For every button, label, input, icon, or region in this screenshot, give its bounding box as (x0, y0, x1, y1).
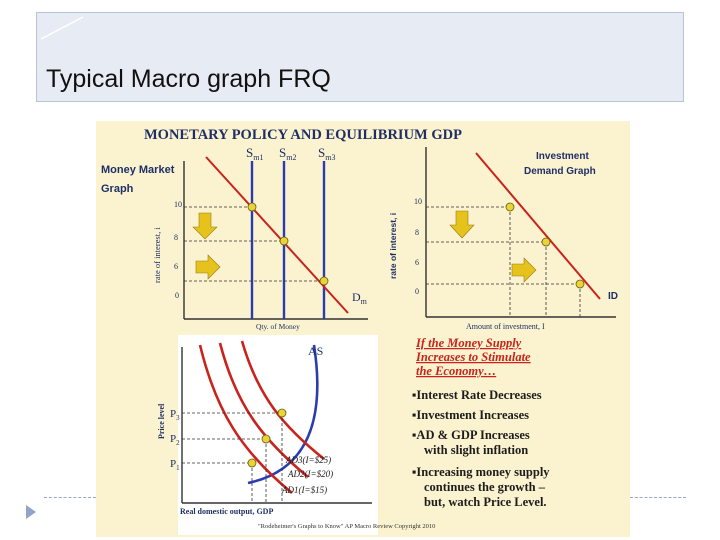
investment-curve-label: ID (608, 291, 618, 302)
supply-label-sm2: Sm2 (279, 145, 296, 162)
price-label-p1: P1 (170, 458, 180, 472)
mm-y-tick-10: 10 (174, 200, 182, 209)
ad-as-graph: Price level Real domestic output, GDP P3… (157, 335, 378, 535)
money-demand-label: Dm (352, 290, 368, 306)
aggregate-supply-curve (247, 344, 319, 485)
inv-y-tick-8: 8 (415, 228, 419, 237)
price-level-axis-label: Price level (157, 403, 166, 439)
explanation-bullet-2: ▪Investment Increases (412, 408, 529, 422)
money-market-label: Money Market (101, 164, 175, 176)
inv-point-2 (541, 237, 551, 247)
ad2-curve (218, 342, 309, 479)
explanation-heading-1: If the Money Supply (415, 336, 522, 350)
slide-title: Typical Macro graph FRQ (46, 65, 331, 93)
money-demand-curve (205, 156, 349, 314)
explanation-bullet-3: ▪AD & GDP Increases (412, 428, 530, 442)
inv-down-arrow-icon (449, 210, 475, 239)
mm-y-axis-label: rate of interest, i (152, 227, 162, 283)
title-decoration-line (40, 16, 84, 40)
supply-label-sm3: Sm3 (318, 145, 335, 162)
ad-as-panel (178, 335, 378, 535)
investment-demand-curve (475, 152, 601, 300)
adas-point-2 (261, 434, 271, 444)
ad3-curve (240, 340, 325, 461)
mm-y-tick-0: 0 (175, 291, 179, 300)
price-label-p3: P3 (170, 408, 180, 422)
investment-demand-graph: Investment Demand Graph rate of interest… (388, 147, 618, 331)
explanation-bullet-4: ▪Increasing money supply (412, 465, 550, 479)
title-box: Typical Macro graph FRQ (36, 12, 684, 102)
explanation-bullet-4-cont-1: continues the growth – (424, 480, 546, 494)
money-market-graph: Money Market Graph rate of interest, i 1… (101, 145, 368, 331)
money-market-label-2: Graph (101, 183, 134, 195)
mm-equilibrium-point-3 (319, 276, 329, 286)
price-label-p2: P2 (170, 433, 180, 447)
inv-point-3 (575, 279, 585, 289)
adas-point-1 (247, 458, 257, 468)
mm-down-arrow-icon (192, 212, 218, 240)
explanation-bullet-4-cont-2: but, watch Price Level. (424, 495, 547, 509)
inv-y-axis-label: rate of interest, i (388, 213, 398, 279)
investment-label: Investment (536, 151, 589, 162)
inv-y-tick-10: 10 (414, 197, 422, 206)
explanation-panel: If the Money Supply Increases to Stimula… (412, 336, 550, 509)
mm-y-tick-6: 6 (174, 262, 178, 271)
mm-y-tick-8: 8 (174, 233, 178, 242)
explanation-heading-3: the Economy… (416, 364, 496, 378)
figure-title: MONETARY POLICY AND EQUILIBRIUM GDP (144, 127, 462, 143)
ad1-label: AD1(I=$15) (281, 485, 327, 495)
supply-label-sm1: Sm1 (246, 145, 263, 162)
inv-y-tick-6: 6 (415, 258, 419, 267)
as-label: AS (308, 344, 323, 358)
mm-right-arrow-icon (195, 254, 221, 280)
ad3-label: AD3(I=$25) (285, 455, 331, 465)
inv-y-tick-0: 0 (415, 287, 419, 296)
ad2-label: AD2(I=$20) (287, 469, 333, 479)
footer-divider-left (44, 497, 96, 498)
adas-point-3 (277, 408, 287, 418)
footer-divider-right (630, 497, 686, 498)
inv-x-axis-label: Amount of investment, I (466, 322, 545, 331)
gdp-axis-label: Real domestic output, GDP (180, 507, 273, 516)
mm-x-axis-label: Qty. of Money (256, 322, 300, 331)
inv-point-1 (505, 202, 515, 212)
explanation-bullet-1: ▪Interest Rate Decreases (412, 388, 542, 402)
inv-right-arrow-icon (511, 257, 537, 283)
mm-equilibrium-point-2 (279, 236, 289, 246)
investment-label-2: Demand Graph (524, 166, 596, 177)
figure-credit: "Rodeheimer's Graphs to Know" AP Macro R… (258, 523, 435, 530)
mm-equilibrium-point-1 (247, 202, 257, 212)
triangle-bullet-icon (26, 505, 36, 519)
explanation-bullet-3-cont: with slight inflation (424, 443, 528, 457)
explanation-heading-2: Increases to Stimulate (415, 350, 531, 364)
monetary-policy-figure: MONETARY POLICY AND EQUILIBRIUM GDP Mone… (96, 121, 630, 537)
figure-canvas: MONETARY POLICY AND EQUILIBRIUM GDP Mone… (101, 127, 618, 535)
ad1-curve (198, 344, 293, 495)
